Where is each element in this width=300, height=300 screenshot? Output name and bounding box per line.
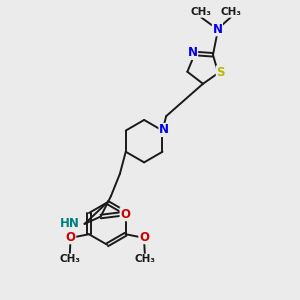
Text: HN: HN bbox=[60, 217, 80, 230]
Text: N: N bbox=[159, 124, 169, 136]
Text: O: O bbox=[139, 231, 149, 244]
Text: CH₃: CH₃ bbox=[220, 7, 241, 17]
Text: O: O bbox=[66, 231, 76, 244]
Text: N: N bbox=[212, 23, 222, 36]
Text: N: N bbox=[188, 46, 197, 59]
Text: S: S bbox=[216, 66, 225, 79]
Text: CH₃: CH₃ bbox=[59, 254, 80, 264]
Text: CH₃: CH₃ bbox=[134, 254, 155, 264]
Text: O: O bbox=[120, 208, 130, 221]
Text: CH₃: CH₃ bbox=[191, 7, 212, 17]
